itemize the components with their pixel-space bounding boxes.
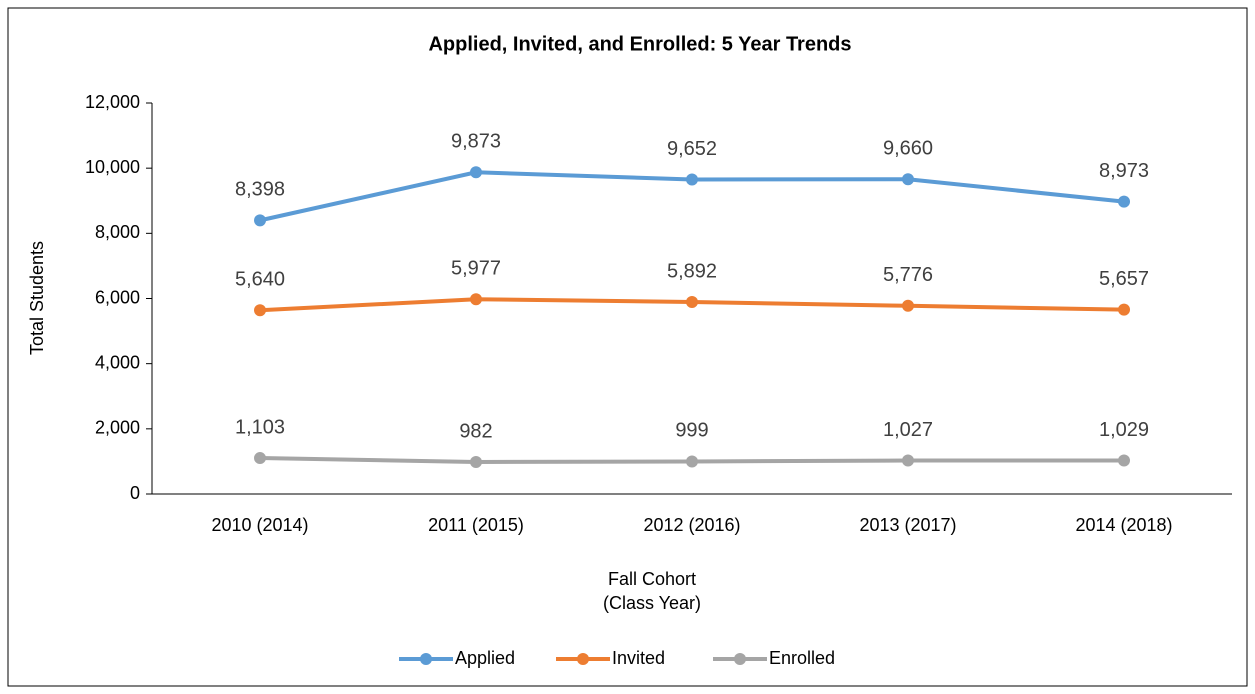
- data-point: [902, 173, 914, 186]
- data-point: [254, 452, 266, 465]
- legend-marker: [577, 653, 589, 665]
- data-point: [686, 173, 698, 186]
- data-point: [902, 299, 914, 312]
- y-axis-title: Total Students: [27, 241, 47, 355]
- data-point: [470, 293, 482, 306]
- x-tick-label: 2013 (2017): [859, 515, 956, 535]
- chart-title: Applied, Invited, and Enrolled: 5 Year T…: [428, 33, 851, 55]
- legend-marker: [734, 653, 746, 665]
- legend-label: Invited: [612, 648, 665, 668]
- data-point: [1118, 454, 1130, 467]
- data-label: 5,640: [235, 269, 285, 291]
- data-point: [1118, 195, 1130, 208]
- legend-marker: [420, 653, 432, 665]
- data-point: [470, 166, 482, 179]
- data-label: 999: [675, 420, 708, 442]
- data-label: 1,029: [1099, 419, 1149, 441]
- y-tick-label: 8,000: [95, 222, 140, 242]
- data-point: [470, 456, 482, 469]
- data-label: 9,873: [451, 131, 501, 153]
- data-point: [254, 214, 266, 227]
- data-point: [686, 296, 698, 309]
- data-label: 1,103: [235, 416, 285, 438]
- data-label: 1,027: [883, 419, 933, 441]
- x-tick-label: 2012 (2016): [643, 515, 740, 535]
- x-tick-label: 2010 (2014): [211, 515, 308, 535]
- data-point: [254, 304, 266, 317]
- y-tick-label: 2,000: [95, 418, 140, 438]
- chart-border: [7, 7, 1248, 687]
- x-tick-label: 2014 (2018): [1075, 515, 1172, 535]
- legend-label: Enrolled: [769, 648, 835, 668]
- y-tick-label: 12,000: [85, 92, 140, 112]
- x-tick-label: 2011 (2015): [428, 515, 524, 535]
- data-label: 8,398: [235, 179, 285, 201]
- data-label: 5,977: [451, 258, 501, 280]
- data-label: 5,776: [883, 264, 933, 286]
- y-tick-label: 0: [130, 483, 140, 503]
- data-point: [902, 454, 914, 467]
- data-point: [686, 455, 698, 468]
- data-label: 5,657: [1099, 268, 1149, 290]
- y-tick-label: 10,000: [85, 157, 140, 177]
- y-tick-label: 6,000: [95, 287, 140, 307]
- data-label: 8,973: [1099, 160, 1149, 182]
- x-axis-title: Fall Cohort (Class Year): [602, 569, 702, 613]
- data-label: 982: [459, 420, 492, 442]
- y-tick-label: 4,000: [95, 352, 140, 372]
- data-label: 9,652: [667, 138, 717, 160]
- data-label: 5,892: [667, 260, 717, 282]
- legend-label: Applied: [455, 648, 515, 668]
- data-point: [1118, 303, 1130, 316]
- data-label: 9,660: [883, 138, 933, 160]
